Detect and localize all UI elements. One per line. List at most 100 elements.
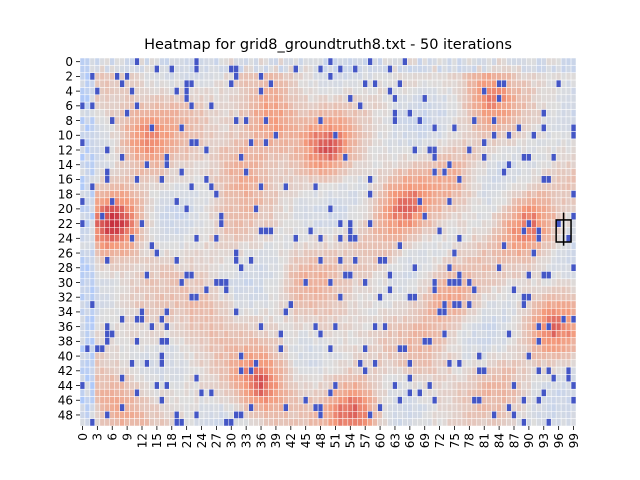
heatmap-cell bbox=[149, 307, 155, 316]
heatmap-cell bbox=[223, 352, 230, 361]
heatmap-cell bbox=[536, 160, 542, 169]
heatmap-cell bbox=[466, 123, 473, 132]
heatmap-cell bbox=[555, 300, 562, 309]
heatmap-cell bbox=[233, 322, 239, 331]
heatmap-cell bbox=[456, 315, 463, 324]
heatmap-cell bbox=[307, 197, 314, 206]
heatmap-cell bbox=[402, 330, 408, 338]
heatmap-cell bbox=[297, 411, 304, 419]
heatmap-cell bbox=[327, 227, 334, 235]
heatmap-cell bbox=[545, 381, 552, 390]
heatmap-cell bbox=[436, 293, 443, 302]
heatmap-cell bbox=[412, 57, 418, 66]
heatmap-cell bbox=[94, 388, 101, 397]
heatmap-cell bbox=[342, 212, 349, 221]
heatmap-cell bbox=[446, 359, 453, 368]
heatmap-cell bbox=[119, 79, 125, 88]
heatmap-cell bbox=[560, 94, 567, 103]
heatmap-cell bbox=[481, 352, 487, 361]
heatmap-cell bbox=[129, 366, 135, 375]
heatmap-cell bbox=[486, 411, 492, 419]
heatmap-cell bbox=[536, 79, 542, 88]
heatmap-cell bbox=[387, 330, 393, 338]
heatmap-cell bbox=[203, 315, 210, 324]
heatmap-cell bbox=[501, 79, 507, 88]
heatmap-cell bbox=[357, 190, 363, 199]
heatmap-cell bbox=[357, 72, 363, 81]
heatmap-cell bbox=[188, 403, 195, 412]
heatmap-cell bbox=[297, 285, 304, 294]
heatmap-cell bbox=[545, 116, 552, 125]
heatmap-cell bbox=[173, 160, 180, 169]
heatmap-cell bbox=[431, 396, 438, 405]
heatmap-cell bbox=[114, 418, 120, 427]
heatmap-cell bbox=[511, 374, 517, 383]
heatmap-cell bbox=[417, 271, 423, 280]
heatmap-cell bbox=[446, 101, 453, 110]
heatmap-cell bbox=[293, 160, 299, 169]
heatmap-cell bbox=[451, 160, 458, 169]
heatmap-cell bbox=[169, 300, 175, 309]
heatmap-cell bbox=[506, 381, 512, 390]
heatmap-cell bbox=[382, 72, 388, 81]
heatmap-cell bbox=[203, 403, 210, 412]
heatmap-cell bbox=[178, 344, 185, 353]
heatmap-cell bbox=[372, 344, 378, 353]
heatmap-cell bbox=[565, 411, 572, 419]
heatmap-cell bbox=[417, 146, 423, 154]
heatmap-cell bbox=[124, 79, 130, 88]
heatmap-cell bbox=[555, 204, 562, 213]
heatmap-cell bbox=[178, 330, 185, 338]
heatmap-cell bbox=[208, 57, 215, 66]
heatmap-cell bbox=[456, 160, 463, 169]
heatmap-cell bbox=[84, 219, 91, 228]
heatmap-cell bbox=[431, 315, 438, 324]
heatmap-cell bbox=[109, 315, 115, 324]
heatmap-cell bbox=[456, 168, 463, 177]
heatmap-cell bbox=[367, 330, 373, 338]
heatmap-cell bbox=[506, 197, 512, 206]
heatmap-cell bbox=[421, 160, 428, 169]
heatmap-cell bbox=[407, 204, 413, 213]
heatmap-cell bbox=[129, 307, 135, 316]
heatmap-cell bbox=[372, 293, 378, 302]
heatmap-cell bbox=[570, 293, 577, 302]
heatmap-cell bbox=[431, 411, 438, 419]
heatmap-cell bbox=[238, 381, 244, 390]
heatmap-cell bbox=[94, 322, 101, 331]
heatmap-cell bbox=[208, 138, 215, 147]
heatmap-cell bbox=[268, 123, 274, 132]
heatmap-cell bbox=[362, 234, 368, 243]
heatmap-cell bbox=[139, 300, 145, 309]
heatmap-cells bbox=[79, 57, 577, 427]
heatmap-cell bbox=[387, 116, 393, 125]
heatmap-cell bbox=[337, 79, 344, 88]
heatmap-cell bbox=[164, 359, 170, 368]
heatmap-cell bbox=[283, 204, 289, 213]
heatmap-cell bbox=[149, 330, 155, 338]
heatmap-cell bbox=[169, 388, 175, 397]
heatmap-cell bbox=[258, 307, 264, 316]
heatmap-cell bbox=[104, 418, 111, 427]
heatmap-cell bbox=[550, 65, 557, 73]
heatmap-cell bbox=[511, 101, 517, 110]
heatmap-cell bbox=[243, 396, 249, 405]
heatmap-cell bbox=[446, 204, 453, 213]
heatmap-cell bbox=[258, 396, 264, 405]
heatmap-cell bbox=[134, 418, 140, 427]
heatmap-cell bbox=[570, 344, 577, 353]
heatmap-cell bbox=[164, 337, 170, 346]
heatmap-cell bbox=[526, 388, 532, 397]
heatmap-cell bbox=[565, 388, 572, 397]
heatmap-cell bbox=[238, 65, 244, 73]
heatmap-cell bbox=[208, 227, 215, 235]
heatmap-cell bbox=[471, 123, 478, 132]
heatmap-cell bbox=[238, 337, 244, 346]
heatmap-cell bbox=[456, 123, 463, 132]
heatmap-cell bbox=[372, 146, 378, 154]
heatmap-cell bbox=[94, 330, 101, 338]
heatmap-cell bbox=[94, 79, 101, 88]
heatmap-cell bbox=[511, 359, 517, 368]
heatmap-cell bbox=[417, 204, 423, 213]
heatmap-cell bbox=[258, 101, 264, 110]
